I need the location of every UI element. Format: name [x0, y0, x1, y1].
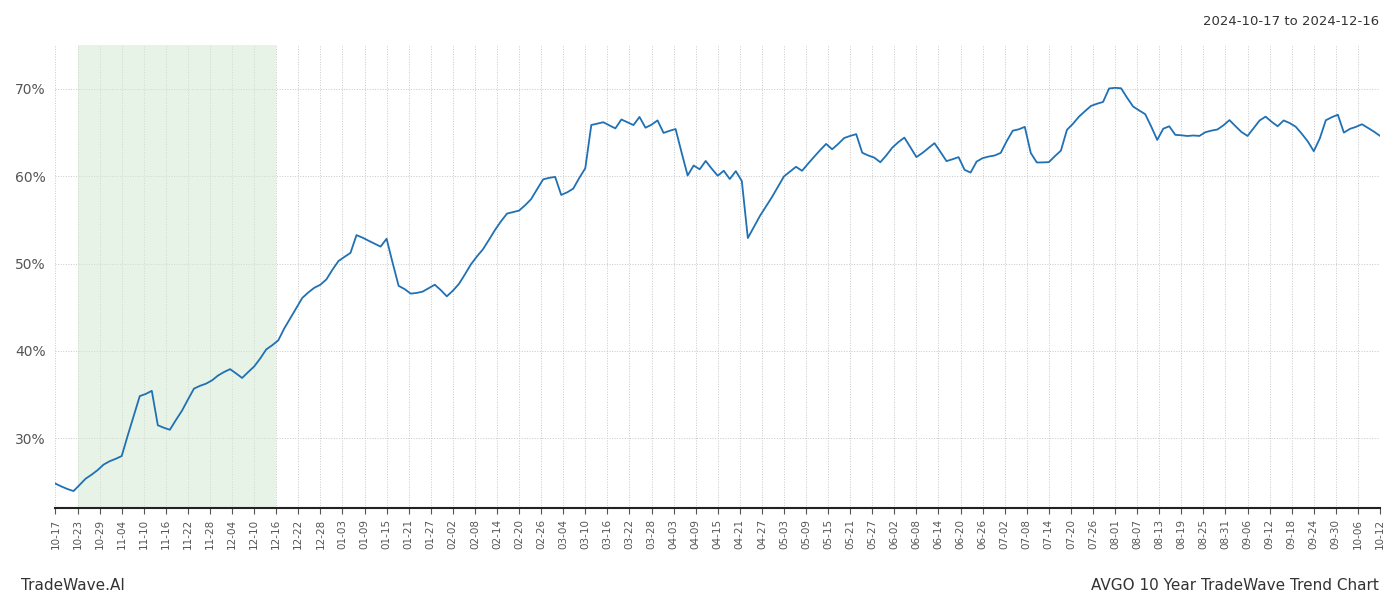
- Text: TradeWave.AI: TradeWave.AI: [21, 578, 125, 593]
- Text: 2024-10-17 to 2024-12-16: 2024-10-17 to 2024-12-16: [1203, 15, 1379, 28]
- Bar: [77, 45, 276, 508]
- Text: AVGO 10 Year TradeWave Trend Chart: AVGO 10 Year TradeWave Trend Chart: [1091, 578, 1379, 593]
